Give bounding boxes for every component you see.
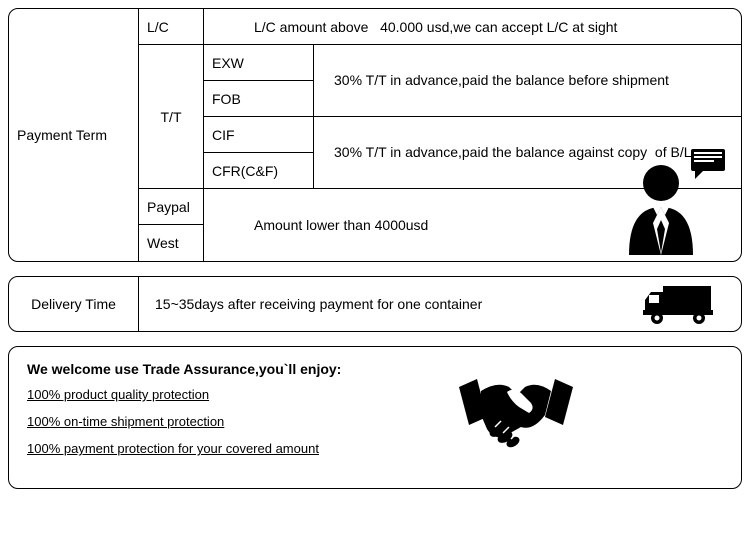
trade-assurance-box: We welcome use Trade Assurance,you`ll en…	[8, 346, 742, 489]
term-exw: EXW	[204, 45, 314, 81]
delivery-time-label: Delivery Time	[9, 277, 139, 331]
method-paypal: Paypal	[139, 189, 204, 225]
delivery-time-box: Delivery Time 15~35days after receiving …	[8, 276, 742, 332]
assurance-item-2: 100% on-time shipment protection	[27, 414, 723, 429]
term-cif: CIF	[204, 117, 314, 153]
method-tt: T/T	[139, 45, 204, 189]
method-lc: L/C	[139, 9, 204, 45]
lc-description: L/C amount above 40.000 usd,we can accep…	[204, 9, 741, 45]
businessman-icon	[617, 145, 727, 255]
payment-term-label: Payment Term	[9, 9, 139, 261]
term-fob: FOB	[204, 81, 314, 117]
truck-icon	[641, 282, 721, 326]
assurance-item-3: 100% payment protection for your covered…	[27, 441, 723, 456]
term-cfr: CFR(C&F)	[204, 153, 314, 189]
assurance-item-1: 100% product quality protection	[27, 387, 723, 402]
tt-description-1: 30% T/T in advance,paid the balance befo…	[314, 45, 741, 117]
assurance-title: We welcome use Trade Assurance,you`ll en…	[27, 361, 723, 377]
handshake-icon	[451, 357, 581, 467]
method-west: West	[139, 225, 204, 261]
payment-term-box: Payment Term L/C L/C amount above 40.000…	[8, 8, 742, 262]
